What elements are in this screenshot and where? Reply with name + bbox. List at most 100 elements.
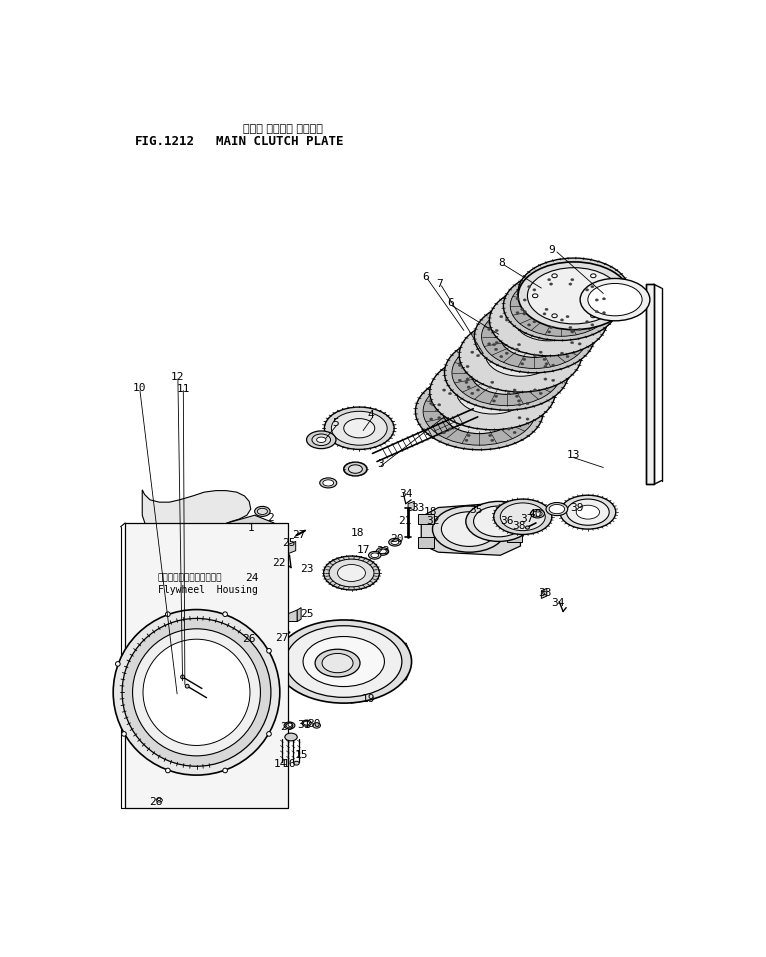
- Ellipse shape: [533, 321, 536, 323]
- Text: 8: 8: [499, 257, 506, 268]
- Text: 17: 17: [356, 545, 370, 555]
- Text: 31: 31: [297, 721, 311, 730]
- Ellipse shape: [510, 276, 611, 336]
- Text: 24: 24: [245, 573, 258, 584]
- Text: 6: 6: [447, 299, 454, 308]
- Ellipse shape: [529, 286, 594, 325]
- Bar: [125, 523, 288, 808]
- Polygon shape: [288, 542, 296, 554]
- Ellipse shape: [507, 428, 510, 430]
- Text: 39: 39: [570, 502, 584, 513]
- Ellipse shape: [495, 348, 498, 350]
- Ellipse shape: [457, 370, 529, 414]
- Text: 14: 14: [273, 759, 287, 769]
- Ellipse shape: [443, 432, 446, 434]
- Text: FIG.1212: FIG.1212: [135, 135, 195, 148]
- Ellipse shape: [323, 556, 379, 590]
- Ellipse shape: [324, 407, 394, 450]
- Ellipse shape: [585, 289, 588, 291]
- Ellipse shape: [499, 316, 502, 318]
- Ellipse shape: [506, 352, 509, 354]
- Ellipse shape: [518, 404, 521, 406]
- Ellipse shape: [284, 722, 295, 729]
- Ellipse shape: [567, 499, 609, 525]
- Ellipse shape: [312, 434, 331, 446]
- Ellipse shape: [523, 310, 526, 313]
- Ellipse shape: [588, 283, 642, 316]
- Polygon shape: [142, 490, 250, 645]
- Ellipse shape: [316, 437, 326, 442]
- Ellipse shape: [532, 294, 538, 298]
- Ellipse shape: [591, 323, 594, 326]
- Ellipse shape: [276, 620, 411, 703]
- Ellipse shape: [610, 294, 615, 298]
- Ellipse shape: [303, 636, 385, 686]
- Polygon shape: [278, 670, 290, 680]
- Bar: [506, 531, 522, 543]
- Ellipse shape: [526, 418, 529, 420]
- Polygon shape: [152, 794, 165, 807]
- Ellipse shape: [376, 547, 388, 555]
- Ellipse shape: [500, 316, 568, 357]
- Ellipse shape: [349, 465, 362, 474]
- Ellipse shape: [544, 378, 547, 380]
- Ellipse shape: [465, 381, 468, 384]
- Text: 9: 9: [548, 245, 555, 255]
- Ellipse shape: [322, 654, 353, 673]
- Ellipse shape: [143, 639, 250, 746]
- Ellipse shape: [549, 504, 565, 514]
- Ellipse shape: [560, 495, 616, 529]
- Ellipse shape: [503, 271, 618, 341]
- Ellipse shape: [294, 761, 300, 765]
- Ellipse shape: [576, 505, 600, 519]
- Polygon shape: [278, 643, 290, 653]
- Ellipse shape: [315, 649, 360, 677]
- Ellipse shape: [113, 610, 280, 775]
- Ellipse shape: [533, 289, 536, 291]
- Ellipse shape: [549, 326, 552, 328]
- Ellipse shape: [452, 340, 561, 406]
- Ellipse shape: [156, 798, 162, 802]
- Ellipse shape: [521, 363, 524, 365]
- Ellipse shape: [513, 389, 516, 391]
- Text: 4: 4: [368, 411, 375, 420]
- Text: Flywheel  Housing: Flywheel Housing: [158, 585, 257, 594]
- Text: 35: 35: [470, 505, 483, 515]
- Polygon shape: [421, 503, 520, 555]
- Ellipse shape: [185, 684, 189, 688]
- Ellipse shape: [415, 373, 543, 450]
- Ellipse shape: [548, 278, 551, 280]
- Text: 30: 30: [308, 719, 321, 729]
- Ellipse shape: [571, 329, 574, 332]
- Ellipse shape: [528, 268, 620, 323]
- Ellipse shape: [433, 506, 506, 552]
- Ellipse shape: [543, 358, 546, 361]
- Ellipse shape: [552, 364, 555, 367]
- Ellipse shape: [488, 328, 491, 330]
- Ellipse shape: [267, 649, 271, 653]
- Ellipse shape: [441, 512, 497, 546]
- Ellipse shape: [467, 434, 470, 436]
- Ellipse shape: [391, 540, 399, 545]
- Ellipse shape: [223, 768, 228, 773]
- Ellipse shape: [495, 329, 498, 332]
- Ellipse shape: [491, 381, 494, 384]
- Text: 25: 25: [300, 609, 314, 619]
- Ellipse shape: [444, 336, 568, 411]
- Text: メイン クラッチ プレート: メイン クラッチ プレート: [243, 124, 323, 134]
- Text: 26: 26: [243, 634, 256, 644]
- Ellipse shape: [516, 298, 519, 300]
- Text: 34: 34: [399, 489, 413, 500]
- Ellipse shape: [533, 511, 542, 517]
- Ellipse shape: [267, 731, 271, 736]
- Ellipse shape: [493, 344, 496, 345]
- Ellipse shape: [518, 416, 521, 419]
- Ellipse shape: [448, 428, 451, 430]
- Ellipse shape: [286, 723, 293, 727]
- Ellipse shape: [515, 300, 581, 341]
- Ellipse shape: [546, 502, 568, 516]
- Ellipse shape: [591, 314, 596, 318]
- Text: 28: 28: [149, 797, 162, 808]
- Ellipse shape: [545, 363, 548, 365]
- Text: 32: 32: [426, 516, 440, 525]
